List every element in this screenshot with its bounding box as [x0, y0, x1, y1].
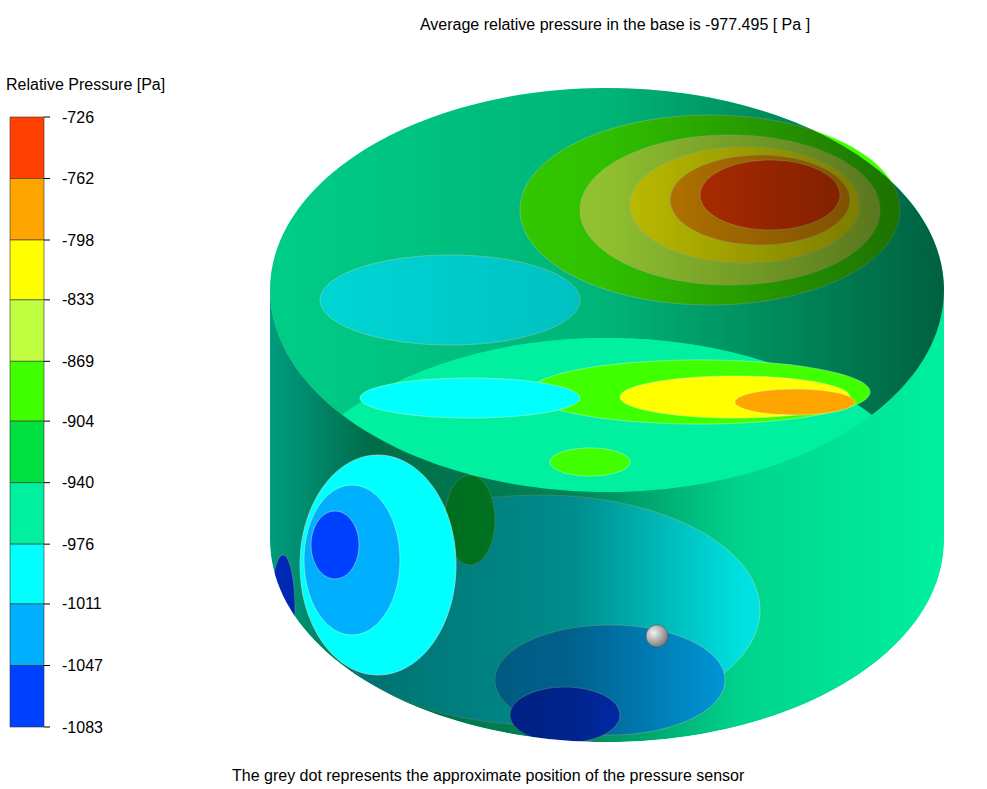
svg-text:-1011: -1011 [62, 595, 102, 612]
svg-text:The grey dot represents the ap: The grey dot represents the approximate … [232, 767, 745, 784]
svg-text:-1047: -1047 [62, 657, 103, 674]
svg-text:-904: -904 [62, 413, 94, 430]
svg-text:-798: -798 [62, 232, 94, 249]
svg-text:-1083: -1083 [62, 719, 103, 736]
svg-text:-833: -833 [62, 291, 94, 308]
svg-text:-869: -869 [62, 353, 94, 370]
svg-text:-762: -762 [62, 170, 94, 187]
svg-text:-726: -726 [62, 109, 94, 126]
svg-text:-976: -976 [62, 536, 94, 553]
svg-text:-940: -940 [62, 474, 94, 491]
svg-text:Average relative pressure in t: Average relative pressure in the base is… [420, 16, 810, 33]
svg-text:Relative Pressure [Pa]: Relative Pressure [Pa] [6, 76, 165, 93]
